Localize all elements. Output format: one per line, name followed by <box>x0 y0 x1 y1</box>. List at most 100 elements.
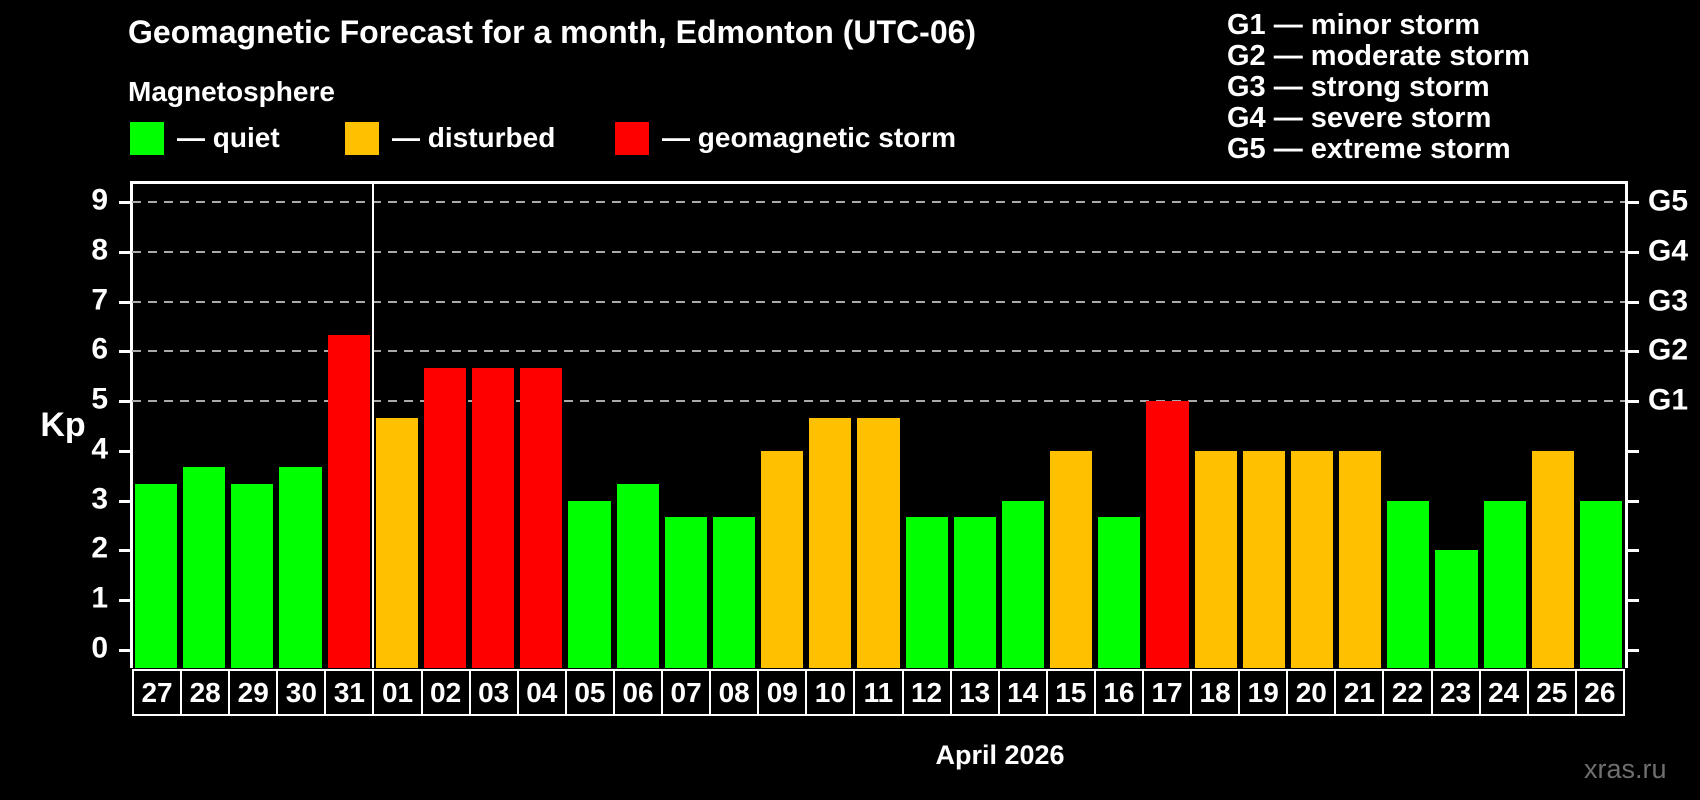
y-tick-7 <box>119 300 131 304</box>
right-tick-3 <box>1627 499 1639 503</box>
date-label-03: 03 <box>468 669 519 716</box>
right-tick-9 <box>1627 200 1639 204</box>
bar-20 <box>1290 450 1334 668</box>
g4-legend-line: G4 — severe storm <box>1227 102 1492 134</box>
disturbed-swatch-icon <box>345 121 379 155</box>
date-label-30: 30 <box>276 669 327 716</box>
g2-legend-line: G2 — moderate storm <box>1227 40 1530 72</box>
y-tick-3 <box>119 499 131 503</box>
bar-14 <box>1001 500 1045 668</box>
bar-13 <box>953 517 996 668</box>
right-tick-6 <box>1627 350 1639 354</box>
bar-27 <box>135 484 178 668</box>
date-label-14: 14 <box>997 669 1048 716</box>
y-tick-label-9: 9 <box>91 183 108 217</box>
bar-07 <box>664 517 707 668</box>
bar-03 <box>472 367 515 668</box>
date-label-19: 19 <box>1238 669 1289 716</box>
bar-08 <box>712 517 756 668</box>
gridline-kp-8 <box>132 250 1625 253</box>
watermark: xras.ru <box>1584 754 1667 784</box>
right-axis-line <box>1625 181 1628 668</box>
right-tick-7 <box>1627 300 1639 304</box>
bar-11 <box>857 417 900 668</box>
date-label-27: 27 <box>132 669 183 716</box>
y-tick-1 <box>119 599 131 603</box>
quiet-swatch-icon <box>130 121 164 155</box>
g1-legend-line: G1 — minor storm <box>1227 9 1480 41</box>
legend-item-quiet: — quiet <box>130 121 280 155</box>
bar-05 <box>568 500 611 668</box>
right-tick-1 <box>1627 599 1639 603</box>
bar-04 <box>520 367 563 668</box>
legend-label-storm: — geomagnetic storm <box>662 122 957 153</box>
g3-legend-line: G3 — strong storm <box>1227 71 1490 103</box>
bar-12 <box>905 517 948 668</box>
gridline-kp-7 <box>132 300 1625 303</box>
plot-area <box>132 183 1625 668</box>
right-tick-0 <box>1627 649 1639 652</box>
date-label-09: 09 <box>757 669 808 716</box>
bar-18 <box>1194 450 1237 668</box>
legend-item-storm: — geomagnetic storm <box>615 121 956 155</box>
date-label-02: 02 <box>420 669 471 716</box>
gridline-kp-9 <box>132 200 1625 203</box>
y-tick-label-0: 0 <box>91 631 108 665</box>
y-tick-5 <box>119 400 131 404</box>
bar-21 <box>1339 450 1382 668</box>
date-label-26: 26 <box>1574 669 1625 716</box>
bar-23 <box>1435 550 1478 668</box>
date-label-25: 25 <box>1526 669 1577 716</box>
y-tick-9 <box>119 200 131 204</box>
date-label-04: 04 <box>516 669 567 716</box>
y-tick-0 <box>119 649 131 652</box>
date-label-17: 17 <box>1141 669 1193 716</box>
bar-24 <box>1483 500 1526 668</box>
y-tick-label-3: 3 <box>91 482 108 516</box>
bar-09 <box>761 450 804 668</box>
plot-top-border <box>130 181 1628 184</box>
storm-swatch-icon <box>615 121 649 155</box>
y-tick-label-5: 5 <box>91 382 108 416</box>
bar-06 <box>616 484 659 668</box>
date-label-29: 29 <box>228 669 279 716</box>
date-label-23: 23 <box>1430 669 1481 716</box>
y-tick-label-8: 8 <box>91 233 108 267</box>
y-tick-label-6: 6 <box>91 332 108 366</box>
date-label-28: 28 <box>180 669 231 716</box>
bar-19 <box>1242 450 1285 668</box>
x-axis-title: April 2026 <box>935 740 1065 770</box>
date-label-13: 13 <box>949 669 1000 716</box>
date-label-15: 15 <box>1045 669 1096 716</box>
date-label-16: 16 <box>1093 669 1144 716</box>
date-label-05: 05 <box>564 669 615 716</box>
date-label-10: 10 <box>805 669 856 716</box>
date-label-06: 06 <box>612 669 664 716</box>
date-label-11: 11 <box>853 669 904 716</box>
y-tick-4 <box>119 449 131 453</box>
bar-31 <box>327 334 370 668</box>
magnetosphere-label: Magnetosphere <box>128 76 335 107</box>
date-label-07: 07 <box>661 669 712 716</box>
g-axis-label-g5: G5 <box>1648 184 1689 218</box>
bar-29 <box>231 484 274 668</box>
right-tick-5 <box>1627 400 1639 404</box>
y-axis-title: Kp <box>40 406 86 444</box>
g-axis-label-g1: G1 <box>1648 383 1689 417</box>
y-tick-label-1: 1 <box>91 581 108 615</box>
bar-22 <box>1387 500 1430 668</box>
g-axis-label-g2: G2 <box>1648 333 1689 367</box>
g-scale-legend: G1 — minor storm G2 — moderate storm G3 … <box>1227 10 1530 165</box>
legend-label-disturbed: — disturbed <box>392 122 556 153</box>
date-label-22: 22 <box>1382 669 1433 716</box>
right-tick-8 <box>1627 250 1639 254</box>
date-label-31: 31 <box>324 669 375 716</box>
bar-30 <box>279 467 322 668</box>
right-tick-4 <box>1627 449 1639 453</box>
chart-title: Geomagnetic Forecast for a month, Edmont… <box>128 14 977 50</box>
bar-16 <box>1098 517 1141 668</box>
date-label-21: 21 <box>1334 669 1385 716</box>
month-divider-line <box>371 183 374 668</box>
y-tick-label-7: 7 <box>91 283 108 317</box>
bar-28 <box>183 467 226 668</box>
